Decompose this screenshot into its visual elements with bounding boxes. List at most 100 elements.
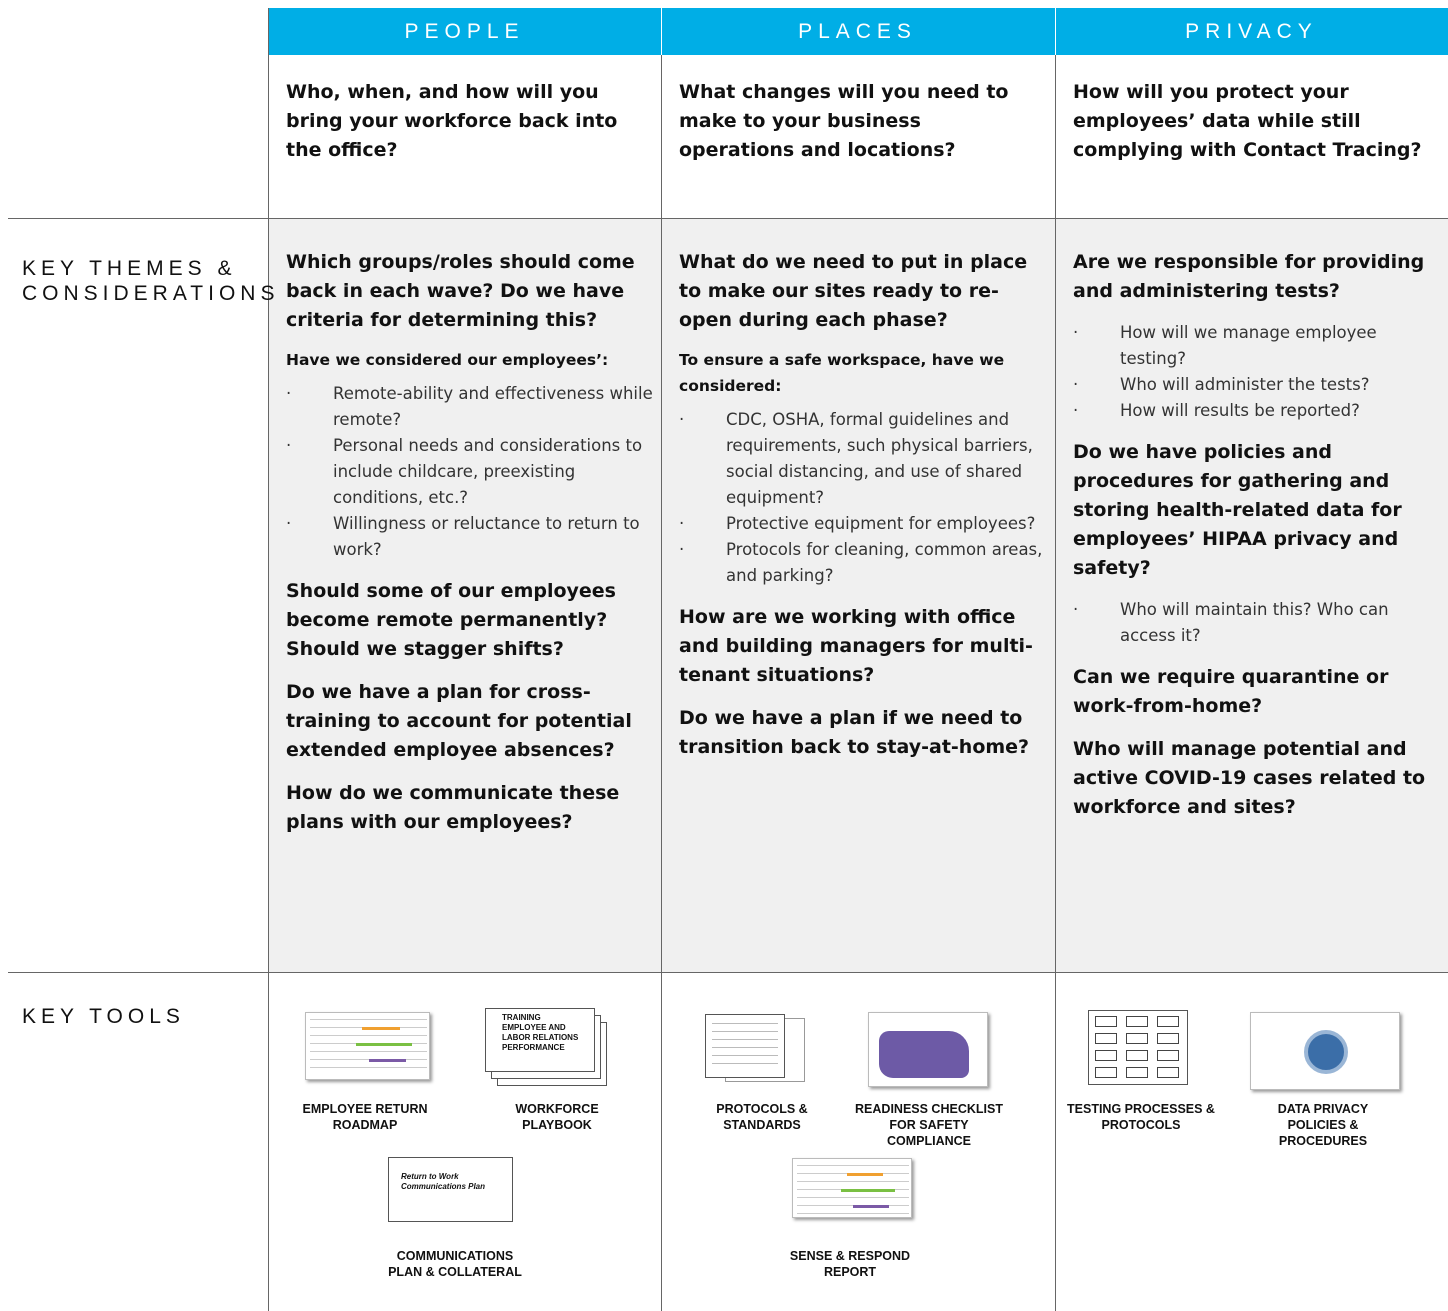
tool-label: SENSE & RESPOND REPORT (789, 1249, 911, 1279)
thumbnail-row (797, 1181, 909, 1182)
thumbnail-map (879, 1031, 969, 1078)
divider (661, 8, 662, 1311)
thumbnail-bar (368, 1059, 406, 1062)
thumbnail-item: EMPLOYEE AND LABOR RELATIONS (502, 1023, 579, 1042)
thumbnail-line (712, 1023, 778, 1024)
thumbnail-box (1095, 1033, 1117, 1044)
row-label-line: KEY THEMES & (22, 257, 237, 280)
theme-lead: To ensure a safe workspace, have we cons… (679, 351, 1005, 395)
thumbnail-bar (362, 1027, 400, 1030)
thumbnail-bar (853, 1205, 889, 1208)
tool-thumbnail: Return to Work Communications Plan (388, 1157, 513, 1222)
thumbnail-bar (356, 1043, 413, 1046)
column-question: How will you protect your employees’ dat… (1073, 81, 1422, 161)
column-header: PLACES (798, 20, 917, 43)
row-label: KEY THEMES & CONSIDERATIONS (22, 256, 279, 306)
bullet-item: Protocols for cleaning, common areas, an… (679, 537, 1048, 589)
row-label-line: CONSIDERATIONS (22, 282, 280, 305)
column-header: PEOPLE (404, 20, 525, 43)
thumbnail-box (1157, 1016, 1179, 1027)
bullet-item: Who will maintain this? Who can access i… (1073, 597, 1442, 649)
theme-question: Can we require quarantine or work-from-h… (1073, 666, 1389, 717)
thumbnail-line (712, 1063, 778, 1064)
tool-thumbnail (1088, 1010, 1188, 1085)
thumbnail-line (712, 1055, 778, 1056)
column-header: PRIVACY (1185, 20, 1318, 43)
header-bar (268, 8, 1448, 55)
theme-question: How are we working with office and build… (679, 606, 1033, 686)
themes-cell: Which groups/roles should come back in e… (286, 248, 655, 851)
theme-question: Who will manage potential and active COV… (1073, 738, 1426, 818)
thumbnail-box (1126, 1033, 1148, 1044)
theme-question: Are we responsible for providing and adm… (1073, 251, 1425, 302)
bullet-item: Protective equipment for employees? (679, 511, 1048, 537)
thumbnail-box (1157, 1067, 1179, 1078)
bullet-item: How will we manage employee testing? (1073, 320, 1442, 372)
tool-thumbnail (868, 1012, 988, 1087)
thumbnail-items: Return to Work Communications Plan (401, 1172, 491, 1192)
thumbnail-row (310, 1019, 427, 1020)
thumbnail-box (1126, 1067, 1148, 1078)
theme-question: What do we need to put in place to make … (679, 251, 1028, 331)
tool-thumbnail (1250, 1012, 1400, 1090)
thumbnail-row (310, 1067, 427, 1068)
divider (1055, 8, 1056, 1311)
theme-question: Do we have a plan for cross-training to … (286, 681, 632, 761)
thumbnail-line (712, 1031, 778, 1032)
tool-label: DATA PRIVACY POLICIES & PROCEDURES (1277, 1102, 1369, 1148)
thumbnail-box (1095, 1067, 1117, 1078)
thumbnail-item: Return to Work Communications Plan (401, 1172, 486, 1191)
bullet-item: How will results be reported? (1073, 398, 1442, 424)
bullet-item: Who will administer the tests? (1073, 372, 1442, 398)
header-separator (661, 8, 662, 55)
tool-label: COMMUNICATIONS PLAN & COLLATERAL (388, 1249, 522, 1279)
thumbnail-bar (841, 1189, 895, 1192)
thumbnail-box (1095, 1016, 1117, 1027)
row-label: KEY TOOLS (22, 1005, 185, 1028)
theme-question: Which groups/roles should come back in e… (286, 251, 635, 331)
thumbnail-box (1126, 1050, 1148, 1061)
thumbnail-line (712, 1039, 778, 1040)
tool-thumbnail: TRAINING EMPLOYEE AND LABOR RELATIONS PERF… (485, 1008, 595, 1072)
column-question: What changes will you need to make to yo… (679, 81, 1009, 161)
thumbnail-row (797, 1197, 909, 1198)
thumbnail-line (712, 1047, 778, 1048)
tool-label: PROTOCOLS & STANDARDS (716, 1102, 808, 1132)
bullet-list: Remote-ability and effectiveness while r… (286, 381, 655, 563)
thumbnail-row (797, 1213, 909, 1214)
bullet-item: Willingness or reluctance to return to w… (286, 511, 655, 563)
tool-thumbnail (705, 1014, 785, 1078)
header-separator (1055, 8, 1056, 55)
thumbnail-item: PERFORMANCE (502, 1043, 565, 1052)
theme-lead: Have we considered our employees’: (286, 351, 609, 369)
tool-label: WORKFORCE PLAYBOOK (515, 1102, 599, 1132)
bullet-item: CDC, OSHA, formal guidelines and require… (679, 407, 1048, 511)
tool-label: TESTING PROCESSES & PROTOCOLS (1067, 1102, 1215, 1132)
tool-thumbnail (792, 1158, 912, 1218)
thumbnail-box (1095, 1050, 1117, 1061)
theme-question: Do we have a plan if we need to transiti… (679, 707, 1030, 758)
tool-thumbnail (305, 1012, 430, 1080)
thumbnail-box (1157, 1050, 1179, 1061)
divider (8, 972, 1448, 973)
thumbnail-item: TRAINING (502, 1013, 541, 1022)
themes-cell: What do we need to put in place to make … (679, 248, 1048, 776)
bullet-list: How will we manage employee testing?Who … (1073, 320, 1442, 424)
bullet-item: Remote-ability and effectiveness while r… (286, 381, 655, 433)
bullet-item: Personal needs and considerations to inc… (286, 433, 655, 511)
theme-question: Do we have policies and procedures for g… (1073, 441, 1402, 579)
thumbnail-row (797, 1165, 909, 1166)
tool-label: READINESS CHECKLIST FOR SAFETY COMPLIANC… (855, 1102, 1003, 1148)
thumbnail-items: TRAINING EMPLOYEE AND LABOR RELATIONS PERF… (492, 1013, 587, 1053)
theme-question: Should some of our employees become remo… (286, 580, 616, 660)
bullet-list: Who will maintain this? Who can access i… (1073, 597, 1442, 649)
divider (268, 8, 269, 1311)
column-question: Who, when, and how will you bring your w… (286, 81, 618, 161)
thumbnail-wheel (1304, 1030, 1348, 1074)
themes-cell: Are we responsible for providing and adm… (1073, 248, 1442, 836)
divider (8, 218, 1448, 219)
thumbnail-box (1157, 1033, 1179, 1044)
thumbnail-bar (847, 1173, 883, 1176)
thumbnail-row (310, 1035, 427, 1036)
